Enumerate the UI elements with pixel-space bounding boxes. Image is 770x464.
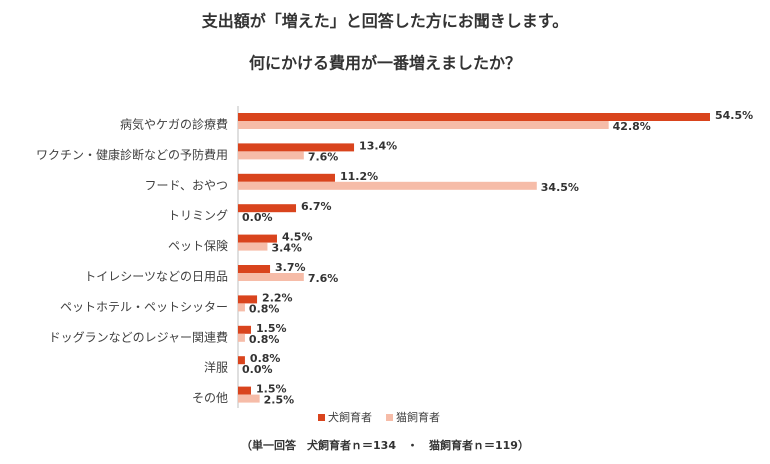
value-label: 42.8% — [613, 120, 651, 133]
value-label: 13.4% — [359, 139, 397, 152]
y-tick-label: フード、おやつ — [144, 178, 228, 192]
value-label: 0.0% — [242, 363, 273, 376]
chart-title: 何にかける費用が一番増えましたか？ — [249, 54, 521, 73]
y-tick-label: その他 — [192, 391, 228, 405]
y-tick-label: ドッグランなどのレジャー関連費 — [49, 329, 228, 344]
bar — [238, 204, 297, 213]
bar — [238, 273, 304, 281]
value-label: 7.6% — [308, 272, 339, 285]
bar — [238, 234, 277, 243]
bar — [238, 325, 251, 334]
bar — [238, 356, 245, 365]
bar — [238, 303, 245, 312]
value-label: 1.5% — [256, 383, 287, 396]
value-label: 2.5% — [264, 394, 295, 407]
chart-title: 支出額が「増えた」と回答した方にお聞きします。 — [201, 12, 568, 31]
y-tick-label: 病気やケガの診療費 — [120, 117, 228, 132]
y-tick-label: 洋服 — [204, 360, 228, 375]
value-label: 54.5% — [715, 109, 753, 122]
note: （単一回答 犬飼育者ｎ＝134 ・ 猫飼育者ｎ＝119） — [241, 438, 529, 452]
bar — [238, 121, 609, 129]
value-label: 7.6% — [308, 150, 339, 163]
value-label: 2.2% — [262, 291, 293, 304]
bar — [238, 113, 710, 121]
legend-swatch — [386, 414, 393, 421]
value-label: 11.2% — [340, 170, 378, 183]
bar — [238, 143, 355, 152]
value-label: 34.5% — [541, 181, 579, 194]
y-tick-label: トリミング — [168, 209, 228, 223]
value-label: 3.7% — [275, 261, 306, 274]
bar — [238, 394, 260, 403]
bar — [238, 242, 268, 251]
value-label: 4.5% — [282, 231, 313, 244]
value-label: 0.0% — [242, 211, 273, 224]
value-label: 6.7% — [301, 200, 332, 213]
y-tick-label: ペットホテル・ペットシッター — [60, 300, 228, 314]
legend-swatch — [318, 414, 325, 421]
bar — [238, 181, 537, 190]
bar — [238, 333, 245, 342]
y-tick-label: ワクチン・健康診断などの予防費用 — [36, 147, 228, 162]
value-label: 0.8% — [249, 302, 280, 315]
y-tick-label: トイレシーツなどの日用品 — [84, 270, 228, 284]
y-tick-label: ペット保険 — [168, 239, 228, 253]
legend-label: 猫飼育者 — [396, 410, 440, 424]
bar — [238, 386, 251, 395]
bar — [238, 151, 304, 160]
value-label: 3.4% — [271, 242, 302, 255]
bar — [238, 265, 271, 273]
bar — [238, 295, 258, 304]
value-label: 0.8% — [249, 333, 280, 346]
bar — [238, 173, 335, 182]
value-label: 1.5% — [256, 322, 287, 335]
value-label: 0.8% — [250, 352, 281, 365]
legend-label: 犬飼育者 — [328, 410, 372, 424]
